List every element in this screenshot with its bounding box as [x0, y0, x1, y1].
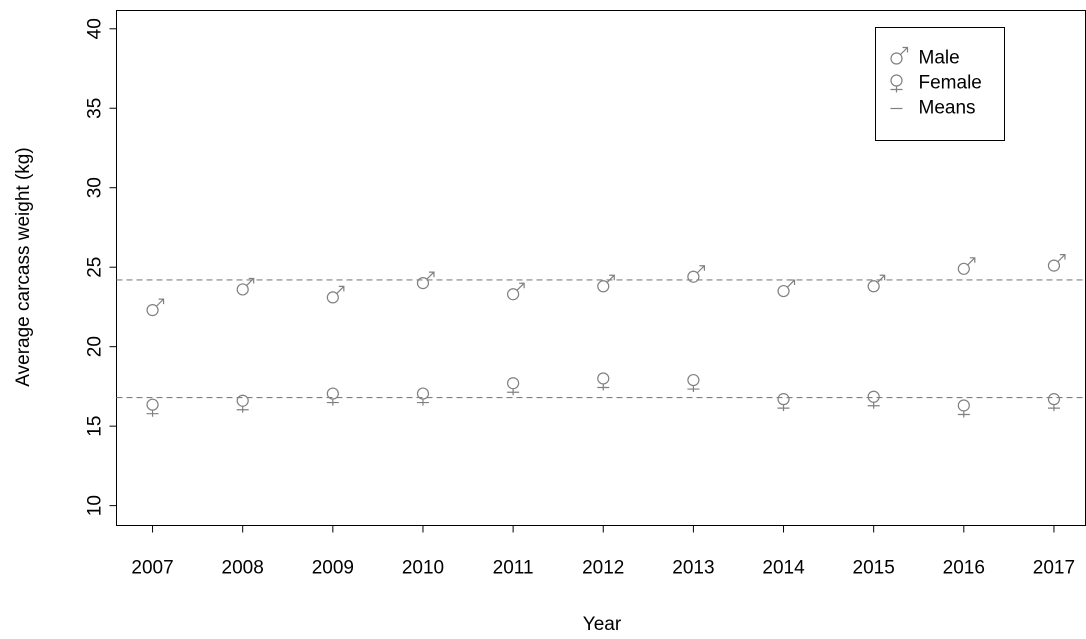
legend-box	[875, 27, 1005, 141]
point	[236, 277, 255, 296]
male-circle	[777, 284, 790, 298]
x-tick-label: 2007	[131, 558, 173, 579]
male-arrow	[156, 298, 165, 307]
x-tick-label: 2017	[1033, 558, 1075, 579]
point	[867, 390, 880, 409]
x-tick-label: 2010	[402, 558, 444, 579]
female-cross	[236, 406, 249, 413]
point	[326, 285, 345, 304]
x-tick-label: 2008	[222, 558, 264, 579]
legend-symbol	[890, 74, 903, 93]
point	[687, 373, 700, 393]
male-arrow	[1057, 254, 1066, 263]
male-arrow	[336, 285, 345, 294]
female-circle	[867, 390, 880, 403]
male-arrow	[606, 274, 615, 283]
female-cross	[1047, 404, 1060, 412]
male-circle	[687, 270, 700, 283]
x-axis-label: Year	[583, 614, 622, 635]
female-circle	[777, 393, 790, 406]
female-cross	[867, 402, 880, 409]
y-tick-label: 40	[85, 18, 106, 39]
male-arrow	[787, 279, 796, 288]
male-circle	[146, 304, 159, 317]
x-tick-label: 2013	[672, 558, 714, 579]
male-circle	[507, 288, 520, 301]
point	[597, 372, 610, 391]
x-tick-label: 2012	[582, 558, 624, 579]
point	[416, 387, 430, 406]
point	[326, 387, 339, 406]
female-circle	[326, 387, 339, 400]
male-arrow	[516, 282, 525, 291]
x-tick-label: 2015	[853, 558, 895, 579]
female-cross	[597, 383, 610, 391]
x-tick-label: 2011	[493, 558, 534, 579]
female-cross	[777, 404, 790, 412]
legend-label: Means	[919, 98, 976, 119]
point	[1047, 393, 1061, 412]
female-circle	[597, 372, 610, 385]
female-cross	[507, 388, 520, 396]
female-circle	[236, 394, 249, 407]
female-circle	[687, 373, 700, 387]
legend-label: Female	[919, 73, 982, 94]
male-arrow	[877, 274, 886, 283]
point	[146, 398, 159, 417]
female-circle	[416, 387, 430, 400]
male-circle	[236, 283, 249, 296]
y-tick-label: 20	[85, 336, 106, 357]
male-circle	[957, 262, 970, 275]
x-tick-label: 2009	[312, 558, 354, 579]
x-tick-label: 2014	[762, 558, 805, 579]
male-circle	[867, 280, 880, 293]
female-circle	[146, 398, 159, 411]
point	[507, 377, 520, 396]
legend-label: Male	[919, 48, 960, 69]
female-cross	[890, 86, 903, 93]
male-arrow	[426, 271, 435, 280]
point	[416, 271, 435, 290]
female-cross	[687, 385, 700, 393]
point	[236, 394, 249, 413]
x-tick-label: 2016	[943, 558, 985, 579]
y-tick-label: 25	[85, 257, 106, 278]
male-circle	[416, 277, 430, 290]
point	[1047, 254, 1066, 272]
female-circle	[507, 377, 520, 390]
male-circle	[326, 291, 339, 304]
point	[507, 282, 525, 301]
female-cross	[326, 399, 339, 406]
y-tick-label: 35	[85, 98, 106, 119]
male-arrow	[696, 265, 705, 274]
point	[957, 399, 970, 418]
legend-symbol	[890, 46, 909, 65]
y-tick-label: 30	[85, 177, 106, 198]
female-circle	[1047, 393, 1061, 406]
male-arrow	[900, 46, 909, 55]
male-arrow	[246, 277, 255, 286]
point	[777, 279, 796, 298]
female-cross	[146, 410, 159, 417]
male-circle	[597, 280, 610, 293]
female-cross	[416, 399, 429, 406]
y-tick-label: 15	[85, 416, 106, 437]
point	[687, 265, 705, 283]
male-arrow	[967, 257, 976, 266]
point	[146, 298, 165, 317]
point	[597, 274, 615, 293]
point	[957, 257, 976, 275]
male-circle	[890, 52, 903, 65]
y-tick-label: 10	[85, 495, 106, 516]
point	[777, 393, 790, 412]
female-cross	[957, 410, 970, 418]
female-circle	[957, 399, 970, 412]
point	[867, 274, 886, 293]
y-axis-label: Average carcass weight (kg)	[13, 147, 34, 386]
male-circle	[1047, 259, 1061, 272]
